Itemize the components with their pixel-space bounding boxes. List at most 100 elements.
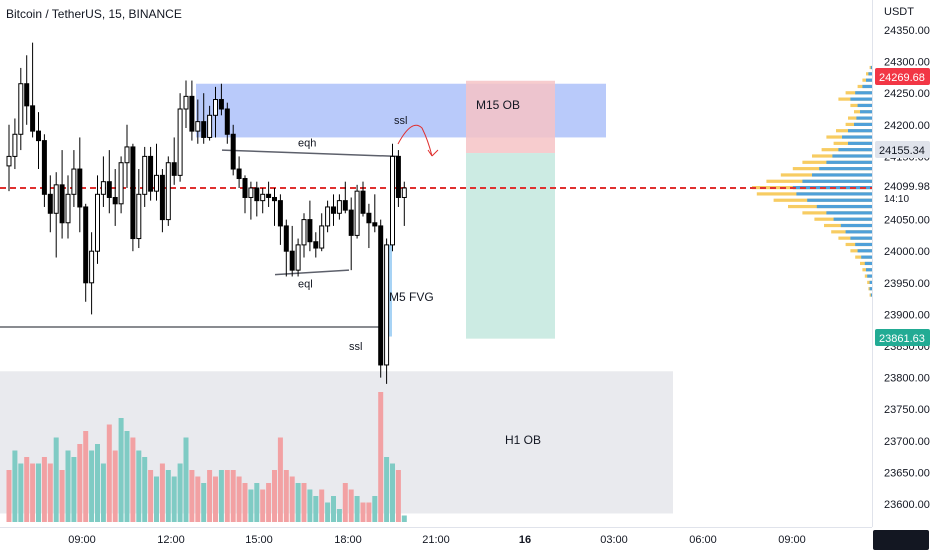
volume-profile-row bbox=[802, 179, 872, 183]
volume-bar bbox=[30, 463, 36, 522]
volume-profile-row bbox=[832, 154, 872, 158]
volume-bar bbox=[130, 437, 136, 522]
candle-body bbox=[148, 155, 154, 192]
volume-profile-row bbox=[862, 84, 872, 89]
volume-bar bbox=[336, 509, 342, 522]
price-tick-label: 24050.00 bbox=[884, 215, 930, 227]
candle-body bbox=[41, 140, 47, 195]
volume-bar bbox=[36, 463, 41, 522]
candle-body bbox=[342, 200, 348, 211]
candle-body bbox=[242, 178, 248, 198]
candles-layer bbox=[6, 42, 407, 384]
candle-body bbox=[159, 174, 165, 221]
volume-bar bbox=[325, 502, 331, 522]
volume-bar bbox=[154, 476, 159, 522]
volume-bar bbox=[248, 489, 254, 522]
candle-body bbox=[65, 193, 71, 224]
trade-target-zone bbox=[466, 153, 555, 339]
volume-bar bbox=[401, 515, 407, 522]
volume-bar bbox=[65, 450, 71, 522]
candle-body bbox=[112, 196, 118, 205]
candle-body bbox=[366, 212, 372, 224]
ssl-high-label: ssl bbox=[394, 115, 407, 127]
volume-bar bbox=[224, 470, 230, 522]
volume-bar bbox=[195, 476, 201, 522]
entry-price-label-bg bbox=[875, 141, 930, 158]
volume-profile-row bbox=[867, 274, 872, 278]
candle-body bbox=[136, 193, 142, 240]
volume-bar bbox=[47, 463, 53, 522]
candle-body bbox=[301, 219, 307, 246]
h1-ob-zone bbox=[0, 371, 673, 514]
volume-bar bbox=[171, 476, 177, 522]
fvg-zone bbox=[387, 244, 392, 337]
candle-body bbox=[295, 244, 301, 271]
candle-body bbox=[18, 83, 24, 135]
target-price-label-bg bbox=[875, 329, 930, 346]
volume-profile-row bbox=[857, 103, 872, 108]
candle-body bbox=[106, 181, 112, 198]
volume-bar bbox=[236, 476, 242, 522]
volume-profile-row bbox=[838, 148, 872, 152]
candle-body bbox=[95, 193, 100, 252]
price-tick-label: 23950.00 bbox=[884, 278, 930, 290]
time-tick-label: 16 bbox=[519, 534, 531, 546]
volume-bar bbox=[53, 437, 59, 522]
volume-profile-row bbox=[816, 204, 872, 209]
volume-profile-row bbox=[826, 211, 872, 215]
volume-bar bbox=[213, 476, 218, 522]
price-tick-label: 23750.00 bbox=[884, 404, 930, 416]
time-tick-label: 06:00 bbox=[689, 534, 717, 546]
candle-body bbox=[77, 168, 83, 208]
volume-bar bbox=[295, 483, 301, 522]
candle-body bbox=[390, 155, 395, 246]
volume-bar bbox=[18, 463, 24, 522]
candle-body bbox=[277, 200, 283, 227]
volume-bar bbox=[342, 483, 348, 522]
volume-bar bbox=[165, 470, 171, 522]
price-tick-label: 23800.00 bbox=[884, 373, 930, 385]
volume-profile-row bbox=[850, 236, 872, 240]
candle-body bbox=[207, 114, 213, 138]
volume-bar bbox=[319, 489, 325, 522]
volume-profile-row bbox=[833, 217, 872, 221]
volume-bar bbox=[289, 476, 295, 522]
candle-body bbox=[378, 225, 384, 366]
volume-bar bbox=[354, 496, 360, 522]
current-time-label: 14:10 bbox=[884, 194, 909, 205]
candle-body bbox=[354, 190, 360, 236]
trade-stop-zone bbox=[466, 80, 555, 154]
stop-price-label: 24269.68 bbox=[879, 72, 925, 84]
volume-bar bbox=[177, 463, 183, 522]
volume-bar bbox=[313, 496, 319, 522]
time-tick-label: 09:00 bbox=[68, 534, 96, 546]
volume-bar bbox=[77, 444, 83, 522]
eqh-label: eqh bbox=[298, 137, 316, 149]
volume-bar bbox=[83, 431, 89, 522]
volume-bar bbox=[283, 470, 289, 522]
price-tick-label: 24300.00 bbox=[884, 57, 930, 69]
candle-body bbox=[254, 187, 260, 202]
volume-layer bbox=[6, 392, 407, 522]
price-axis-bg bbox=[872, 0, 932, 550]
time-tick-label: 18:00 bbox=[334, 534, 362, 546]
entry-price-label: 24155.34 bbox=[879, 145, 925, 157]
eqh-line bbox=[221, 149, 399, 158]
tradingview-logo bbox=[873, 530, 929, 550]
volume-profile-row bbox=[848, 129, 872, 133]
volume-profile-row bbox=[864, 261, 872, 266]
time-tick-label: 12:00 bbox=[157, 534, 185, 546]
price-tick-label: 24350.00 bbox=[884, 25, 930, 37]
volume-profile-layer bbox=[752, 65, 872, 297]
time-tick-label: 15:00 bbox=[245, 534, 273, 546]
volume-bar bbox=[378, 392, 384, 522]
candle-body bbox=[165, 162, 171, 221]
chart-title: Bitcoin / TetherUS, 15, BINANCE bbox=[6, 7, 182, 21]
candle-body bbox=[36, 130, 41, 142]
volume-bar bbox=[142, 457, 148, 522]
volume-bar bbox=[106, 424, 112, 522]
volume-bar bbox=[266, 483, 272, 522]
price-tick-label: 23650.00 bbox=[884, 467, 930, 479]
volume-bar bbox=[189, 470, 195, 522]
